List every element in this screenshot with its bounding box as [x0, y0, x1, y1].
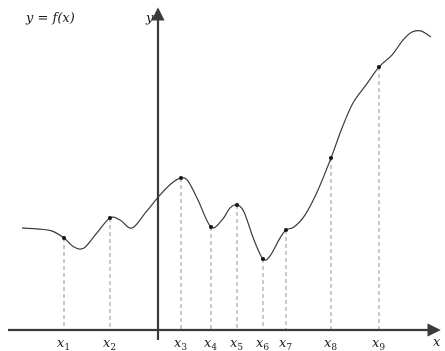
x-tick-label-x3: x3	[174, 336, 187, 351]
x-point-labels: x1 x2 x3 x4 x5 x6 x7 x8 x9	[57, 336, 385, 351]
point-x3	[179, 176, 183, 180]
point-x7	[284, 228, 288, 232]
chart-title: y = f(x)	[25, 11, 75, 26]
point-x2	[108, 216, 112, 220]
x-tick-label-x9: x9	[372, 336, 385, 351]
y-axis-label: y	[145, 11, 154, 26]
guide-lines	[63, 67, 380, 330]
x-tick-label-x6: x6	[256, 336, 269, 351]
x-tick-label-x5: x5	[230, 336, 243, 351]
point-x6	[261, 257, 265, 261]
point-x8	[329, 156, 333, 160]
point-x9	[377, 65, 381, 69]
function-curve	[21, 29, 432, 261]
point-x5	[235, 203, 239, 207]
x-tick-label-x8: x8	[324, 336, 337, 351]
x-axis-label: x	[433, 335, 441, 350]
marked-points	[62, 65, 381, 261]
point-x1	[62, 236, 66, 240]
x-tick-label-x1: x1	[57, 336, 70, 351]
x-tick-label-x4: x4	[204, 336, 217, 351]
point-x4	[209, 225, 213, 229]
x-tick-label-x7: x7	[279, 336, 292, 351]
x-tick-label-x2: x2	[103, 336, 116, 351]
